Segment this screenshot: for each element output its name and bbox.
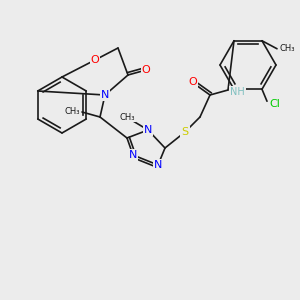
Text: CH₃: CH₃ <box>64 107 80 116</box>
Text: O: O <box>189 77 197 87</box>
Text: N: N <box>101 90 109 100</box>
Text: N: N <box>154 160 162 170</box>
Text: CH₃: CH₃ <box>119 112 135 122</box>
Text: NH: NH <box>230 87 245 97</box>
Text: O: O <box>142 65 150 75</box>
Text: S: S <box>182 127 189 137</box>
Text: O: O <box>91 55 99 65</box>
Text: N: N <box>144 125 152 135</box>
Text: CH₃: CH₃ <box>280 44 296 53</box>
Text: N: N <box>129 150 137 160</box>
Text: Cl: Cl <box>269 99 280 109</box>
